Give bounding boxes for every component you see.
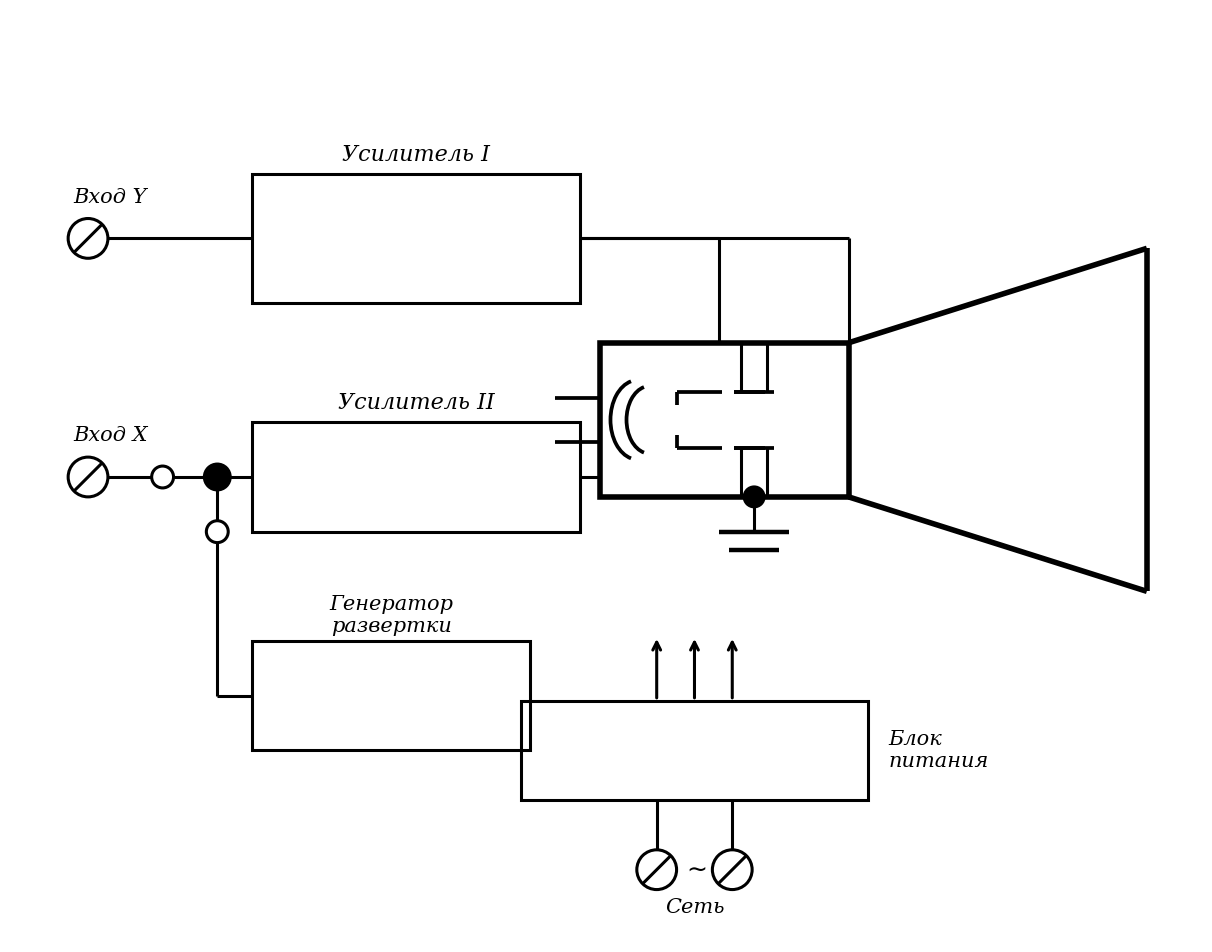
Text: Блок
питания: Блок питания [888, 730, 989, 771]
Circle shape [152, 466, 173, 488]
Text: Вход Y: Вход Y [73, 188, 147, 207]
Circle shape [206, 521, 228, 543]
Bar [520, 701, 869, 800]
Bar [252, 423, 581, 531]
Circle shape [636, 850, 676, 889]
Text: Усилитель II: Усилитель II [338, 392, 494, 414]
Bar [252, 174, 581, 303]
Bar [252, 641, 531, 750]
Text: Усилитель I: Усилитель I [342, 144, 490, 166]
Bar [600, 343, 848, 497]
Circle shape [68, 219, 108, 258]
Circle shape [205, 464, 230, 490]
Circle shape [713, 850, 753, 889]
Text: Сеть: Сеть [664, 898, 725, 917]
Circle shape [68, 457, 108, 497]
Circle shape [744, 486, 764, 506]
Text: $\sim$: $\sim$ [682, 858, 707, 882]
Text: Вход X: Вход X [73, 426, 148, 446]
Text: Генератор
развертки: Генератор развертки [330, 595, 453, 636]
